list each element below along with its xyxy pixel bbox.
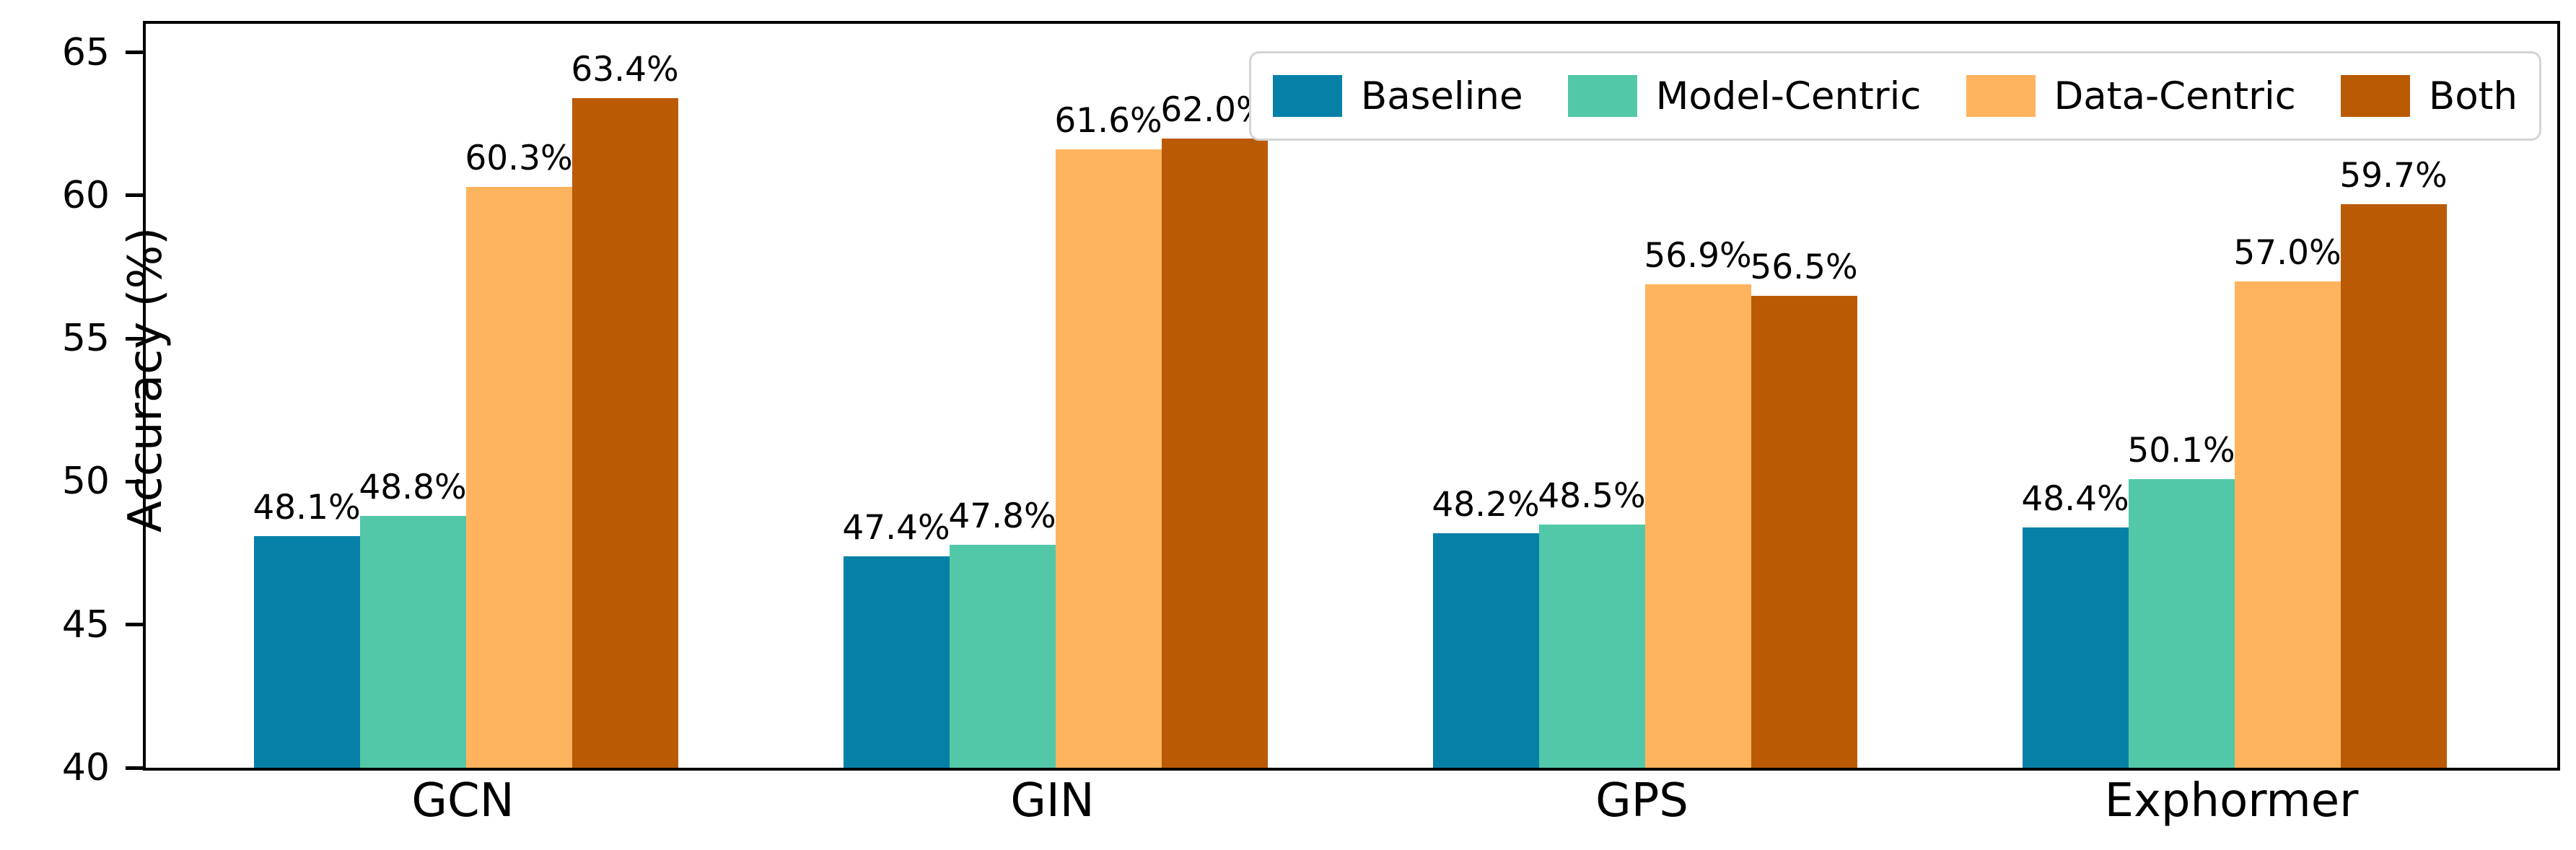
bar-value-label: 50.1% [2127, 430, 2235, 470]
bar-value-label: 48.8% [359, 468, 467, 508]
legend-item-data-centric: Data-Centric [1966, 75, 2296, 117]
bar-value-label: 48.4% [2021, 478, 2129, 519]
bar-value-label: 47.8% [948, 496, 1056, 536]
y-tick-label: 65 [61, 30, 110, 74]
bar-group-gps: 48.2% 48.5% 56.9% 56.5% [1432, 24, 1858, 768]
bar-group-gin: 47.4% 47.8% 61.6% 62.0% [842, 24, 1269, 768]
y-tick-mark [126, 479, 143, 483]
bar-data-centric-exphormer [2234, 281, 2341, 768]
x-tick-label-exphormer: Exphormer [2104, 774, 2359, 828]
bar-value-label: 61.6% [1054, 101, 1162, 141]
x-tick-label-gcn: GCN [411, 774, 514, 828]
y-tick-mark [126, 336, 143, 341]
bar-value-label: 60.3% [465, 139, 573, 179]
bar-value-label: 48.1% [253, 487, 361, 527]
legend-swatch-model-centric [1567, 75, 1637, 117]
legend-item-model-centric: Model-Centric [1567, 74, 1922, 118]
legend-item-baseline: Baseline [1272, 74, 1523, 118]
bar-model-centric-gcn [359, 516, 466, 768]
bar-value-label: 48.5% [1538, 476, 1646, 516]
legend-swatch-data-centric [1966, 75, 2036, 117]
legend-swatch-baseline [1272, 75, 1342, 117]
legend-label: Both [2428, 74, 2518, 118]
plot-area: Accuracy (%) 40 45 50 55 60 65 48.1% 48.8% 60.3… [62, 21, 2560, 787]
bar-baseline-gps [1432, 533, 1539, 768]
bar-model-centric-exphormer [2128, 478, 2235, 768]
bar-data-centric-gin [1055, 149, 1162, 768]
bar-value-label: 57.0% [2233, 232, 2341, 273]
bar-value-label: 59.7% [2339, 155, 2448, 196]
legend-label: Model-Centric [1655, 74, 1922, 118]
bar-value-label: 47.4% [842, 507, 950, 548]
bar-baseline-gcn [253, 535, 360, 768]
bar-value-label: 56.5% [1750, 247, 1858, 287]
y-tick-mark [126, 193, 143, 198]
y-tick-label: 50 [61, 460, 110, 504]
legend-label: Baseline [1360, 74, 1523, 118]
y-tick-mark [126, 766, 143, 770]
bar-value-label: 48.2% [1432, 484, 1540, 525]
bar-model-centric-gps [1538, 524, 1645, 768]
y-tick-label: 60 [61, 173, 110, 217]
y-tick-label: 55 [61, 317, 110, 361]
bar-baseline-exphormer [2022, 527, 2129, 768]
bar-model-centric-gin [949, 544, 1056, 768]
bar-value-label: 63.4% [571, 50, 679, 90]
legend-item-both: Both [2340, 74, 2518, 118]
y-tick-mark [126, 51, 143, 55]
bar-both-exphormer [2340, 203, 2447, 768]
bar-baseline-gin [843, 556, 950, 768]
bar-both-gcn [571, 98, 678, 768]
bar-data-centric-gps [1644, 284, 1751, 768]
legend: Baseline Model-Centric Data-Centric Both [1248, 51, 2541, 141]
bar-both-gin [1161, 138, 1268, 768]
bar-group-gcn: 48.1% 48.8% 60.3% 63.4% [253, 24, 679, 768]
x-tick-label-gin: GIN [1010, 774, 1095, 828]
bar-data-centric-gcn [465, 187, 572, 768]
y-tick-label: 40 [61, 746, 110, 789]
legend-label: Data-Centric [2054, 74, 2296, 118]
legend-swatch-both [2340, 75, 2410, 117]
x-tick-label-gps: GPS [1595, 774, 1688, 828]
y-tick-label: 45 [61, 603, 110, 647]
y-tick-mark [126, 623, 143, 627]
bar-group-exphormer: 48.4% 50.1% 57.0% 59.7% [2021, 24, 2448, 768]
bar-both-gps [1751, 295, 1857, 768]
bar-value-label: 56.9% [1644, 235, 1752, 276]
